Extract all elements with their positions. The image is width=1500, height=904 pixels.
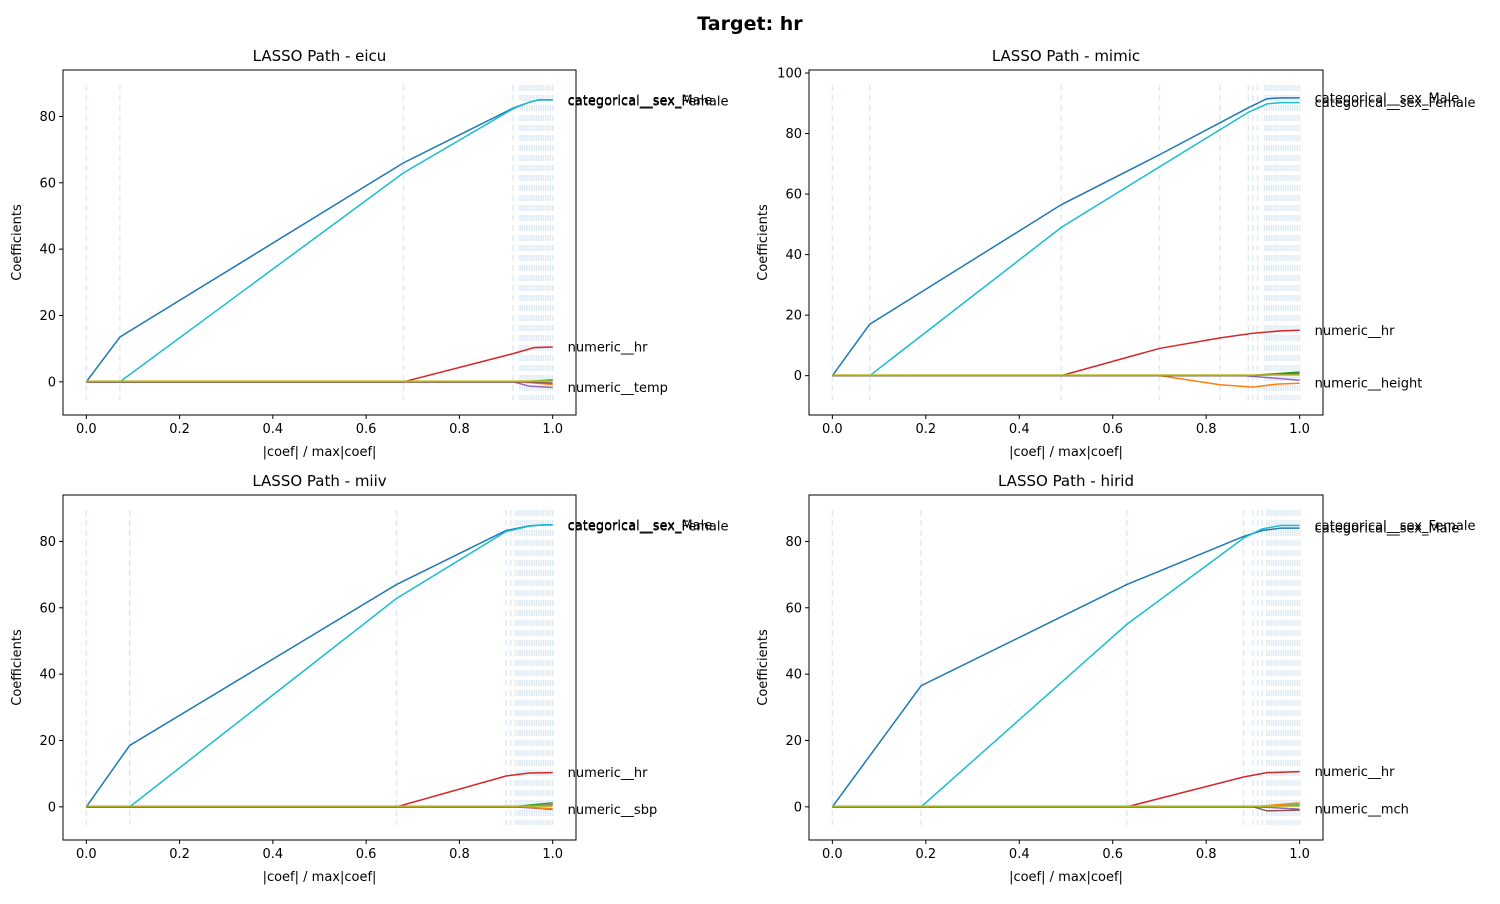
y-tick-label: 0 [794,369,802,384]
x-tick-label: 0.4 [1009,422,1030,437]
series-end-label: categorical__sex_Male [1315,91,1460,106]
y-tick-label: 80 [39,535,56,550]
series-end-label: categorical__sex_Female [568,95,729,110]
x-tick-label: 1.0 [542,847,563,862]
axes-frame [808,69,1324,416]
y-tick-label: 20 [39,309,56,324]
x-tick-label: 0.4 [263,422,284,437]
series-line [86,381,553,389]
y-axis-label: Coefficients [756,629,771,706]
series-line [86,99,553,383]
series-line [832,329,1300,377]
x-tick-label: 1.0 [1289,422,1310,437]
series-line [85,524,553,808]
x-tick-label: 0.2 [915,422,936,437]
series-end-label: numeric__temp [568,381,668,396]
y-axis-label: Coefficients [756,204,771,281]
series-end-label: numeric__hr [568,766,648,781]
series-end-label: categorical__sex_Male [568,93,713,108]
x-tick-label: 0.2 [915,847,936,862]
series-line [831,97,1300,377]
x-axis-label: |coef| / max|coef| [263,445,377,460]
y-tick-label: 20 [39,734,56,749]
series-end-label: numeric__sbp [568,803,658,818]
series-end-label: categorical__sex_Female [1315,96,1476,111]
series-line [832,524,1300,808]
x-tick-label: 0.6 [1102,422,1123,437]
y-tick-label: 100 [777,67,802,82]
y-axis-label: Coefficients [10,629,25,706]
axes-frame [62,69,577,416]
y-tick-label: 60 [39,176,56,191]
figure-title: Target: hr [697,13,803,35]
series-line [832,374,1300,388]
y-tick-label: 40 [39,243,56,258]
series-line [86,524,553,808]
x-tick-label: 1.0 [542,422,563,437]
series-end-label: numeric__height [1315,377,1423,392]
series-end-label: numeric__hr [1315,324,1395,339]
x-tick-label: 0.8 [1196,847,1217,862]
x-tick-label: 0.2 [169,847,190,862]
series-end-label: numeric__mch [1315,803,1409,818]
series-end-label: numeric__hr [568,340,648,355]
axes-frame [808,494,1324,841]
series-line [832,101,1300,377]
series-line [831,527,1300,808]
axes-title: LASSO Path - hirid [998,472,1134,490]
x-tick-label: 0.6 [1102,847,1123,862]
x-tick-label: 0.0 [822,847,843,862]
x-tick-label: 0.2 [169,422,190,437]
y-tick-label: 0 [794,800,802,815]
series-line [86,771,553,808]
axes-title: LASSO Path - mimic [992,47,1140,65]
y-tick-label: 60 [39,601,56,616]
x-tick-label: 0.6 [356,422,377,437]
series-end-label: categorical__sex_Female [568,520,729,535]
axes-frame [62,494,577,841]
y-axis-label: Coefficients [10,204,25,281]
series-line [86,346,553,383]
y-tick-label: 20 [785,309,802,324]
x-tick-label: 0.8 [449,847,470,862]
y-tick-label: 40 [39,668,56,683]
y-tick-label: 80 [785,535,802,550]
x-tick-label: 0.0 [76,847,97,862]
x-axis-label: |coef| / max|coef| [263,870,377,885]
y-tick-label: 0 [48,800,56,815]
series-line [832,770,1300,808]
series-line [86,381,553,384]
axes-title: LASSO Path - eicu [253,47,387,65]
series-end-label: categorical__sex_Male [1315,522,1460,537]
axes-title: LASSO Path - miiv [252,472,386,490]
x-tick-label: 0.0 [76,422,97,437]
series-line [85,99,553,383]
x-tick-label: 0.4 [263,847,284,862]
x-tick-label: 1.0 [1289,847,1310,862]
series-end-label: categorical__sex_Female [1315,519,1476,534]
y-tick-label: 0 [48,375,56,390]
x-axis-label: |coef| / max|coef| [1009,870,1123,885]
x-axis-label: |coef| / max|coef| [1009,445,1123,460]
y-tick-label: 80 [785,127,802,142]
axes-panel: 0.0 0.2 0.4 0.6 0.8 1.0 0 20 40 60 80 LASSO Path - … [10,472,729,885]
series-end-label: numeric__hr [1315,765,1395,780]
y-tick-label: 80 [39,110,56,125]
x-tick-label: 0.6 [356,847,377,862]
y-tick-label: 40 [785,668,802,683]
x-tick-label: 0.0 [822,422,843,437]
y-tick-label: 60 [785,601,802,616]
y-tick-label: 60 [785,188,802,203]
series-end-label: categorical__sex_Male [568,518,713,533]
axes-panel: 0.0 0.2 0.4 0.6 0.8 1.0 0 20 40 60 80 100 LASSO Path… [756,47,1475,460]
axes-panel: 0.0 0.2 0.4 0.6 0.8 1.0 0 20 40 60 80 LASSO Path - … [756,472,1475,885]
axes-panel: 0.0 0.2 0.4 0.6 0.8 1.0 0 20 40 60 80 LASSO Path - … [10,47,729,460]
y-tick-label: 20 [785,734,802,749]
x-tick-label: 0.8 [1196,422,1217,437]
x-tick-label: 0.4 [1009,847,1030,862]
y-tick-label: 40 [785,248,802,263]
x-tick-label: 0.8 [449,422,470,437]
